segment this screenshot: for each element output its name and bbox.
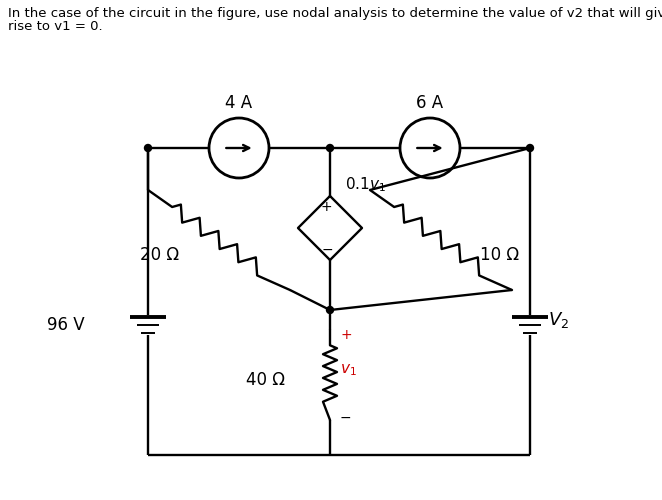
Text: $V_2$: $V_2$ bbox=[548, 310, 569, 330]
Text: −: − bbox=[340, 411, 352, 425]
Text: $0.1 v_1$: $0.1 v_1$ bbox=[345, 176, 386, 195]
Text: $v_1$: $v_1$ bbox=[340, 362, 357, 378]
Text: 96 V: 96 V bbox=[48, 316, 85, 334]
Text: 4 A: 4 A bbox=[226, 94, 253, 112]
Text: 10 Ω: 10 Ω bbox=[481, 246, 520, 264]
Text: rise to v1 = 0.: rise to v1 = 0. bbox=[8, 20, 103, 33]
Text: 20 Ω: 20 Ω bbox=[140, 246, 179, 264]
Text: 6 A: 6 A bbox=[416, 94, 444, 112]
Circle shape bbox=[326, 144, 334, 152]
Text: +: + bbox=[320, 200, 332, 214]
Circle shape bbox=[526, 144, 534, 152]
Text: 40 Ω: 40 Ω bbox=[246, 371, 285, 389]
Text: −: − bbox=[321, 243, 333, 257]
Circle shape bbox=[326, 306, 334, 314]
Text: +: + bbox=[340, 328, 352, 342]
Text: In the case of the circuit in the figure, use nodal analysis to determine the va: In the case of the circuit in the figure… bbox=[8, 8, 662, 20]
Circle shape bbox=[144, 144, 152, 152]
